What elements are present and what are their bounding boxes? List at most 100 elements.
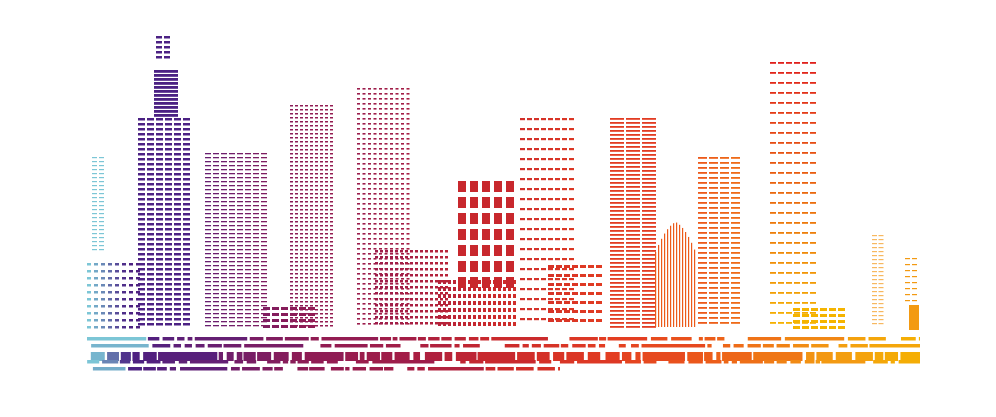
building-window <box>610 282 624 284</box>
building-window <box>310 313 313 315</box>
building-window <box>420 280 423 283</box>
building-window <box>541 178 546 181</box>
building-window <box>295 145 298 147</box>
building-window <box>778 242 784 244</box>
building-window <box>305 313 308 315</box>
building-window <box>174 223 181 226</box>
building-window <box>395 168 399 170</box>
building-window <box>493 287 496 291</box>
building-window <box>174 123 181 126</box>
building-window <box>115 263 119 266</box>
building-window <box>115 277 119 280</box>
building-window <box>569 128 574 131</box>
building-window <box>838 320 845 323</box>
building-window <box>325 189 328 191</box>
building-window <box>878 255 884 257</box>
ground-bar <box>918 337 920 341</box>
ground-bar <box>90 352 105 361</box>
building-window <box>373 193 377 195</box>
building-window <box>698 187 707 189</box>
building-window <box>300 105 303 107</box>
building <box>138 118 190 326</box>
building-window <box>642 218 656 220</box>
building-window <box>802 122 808 124</box>
building-window <box>310 289 313 291</box>
building-window <box>300 165 303 167</box>
building-window <box>482 197 490 208</box>
building-window <box>165 198 172 201</box>
building-window <box>174 208 181 211</box>
building-window <box>261 237 267 239</box>
building-window <box>310 125 313 127</box>
building-window <box>400 274 403 277</box>
building-window <box>698 292 707 294</box>
building-window <box>709 192 718 194</box>
building-window <box>290 189 293 191</box>
building-window <box>430 256 433 259</box>
building-window <box>380 286 383 289</box>
building-window <box>493 294 496 298</box>
building-window <box>320 225 323 227</box>
building-window <box>569 298 574 301</box>
building-window <box>379 163 382 165</box>
ground-bar <box>621 352 632 361</box>
building-window <box>562 178 567 181</box>
building-window <box>221 161 227 163</box>
building-window <box>300 293 303 295</box>
building-window <box>325 237 328 239</box>
building-window <box>310 277 313 279</box>
building-window <box>305 197 308 199</box>
building-window <box>494 213 502 224</box>
building-window <box>213 265 219 267</box>
building-window <box>325 197 328 199</box>
building-window <box>156 51 162 54</box>
building-window <box>384 93 388 95</box>
building-window <box>390 250 393 253</box>
building-window <box>325 305 328 307</box>
building-window <box>425 292 428 295</box>
building-window <box>315 265 318 267</box>
building-window <box>610 178 624 180</box>
building-window <box>556 274 562 277</box>
building-window <box>138 273 145 276</box>
ground-bar <box>641 344 706 348</box>
building-window <box>156 258 163 261</box>
building-window <box>245 161 251 163</box>
ground-bar <box>733 344 744 348</box>
building-window <box>802 192 808 194</box>
building-window <box>520 188 525 191</box>
building-window <box>295 129 298 131</box>
building-window <box>564 274 570 277</box>
building-window <box>905 270 910 272</box>
building-window <box>290 265 293 267</box>
building-window <box>330 209 333 211</box>
building-window <box>245 189 251 191</box>
building-window <box>310 249 313 251</box>
building-window <box>527 298 532 301</box>
building-window <box>290 289 293 291</box>
building-window <box>588 274 594 277</box>
building-window <box>564 310 570 313</box>
building-window <box>731 272 740 274</box>
building-window <box>430 292 433 295</box>
building-window <box>237 169 243 171</box>
building-window <box>221 213 227 215</box>
building-window <box>445 310 448 313</box>
building-window <box>778 152 784 154</box>
building-window <box>147 323 154 326</box>
building-window <box>810 232 816 234</box>
building-window <box>156 198 163 201</box>
building-window <box>802 142 808 144</box>
building-window <box>290 185 293 187</box>
building-window <box>315 177 318 179</box>
building-window <box>390 310 393 313</box>
building-window <box>401 253 404 255</box>
building-window <box>205 205 211 207</box>
ground-bar <box>704 352 713 361</box>
building-window <box>357 188 360 190</box>
ground-bar <box>249 337 264 341</box>
building-window <box>709 232 718 234</box>
building-window <box>295 297 298 299</box>
building-window <box>174 143 181 146</box>
building-window <box>541 248 546 251</box>
